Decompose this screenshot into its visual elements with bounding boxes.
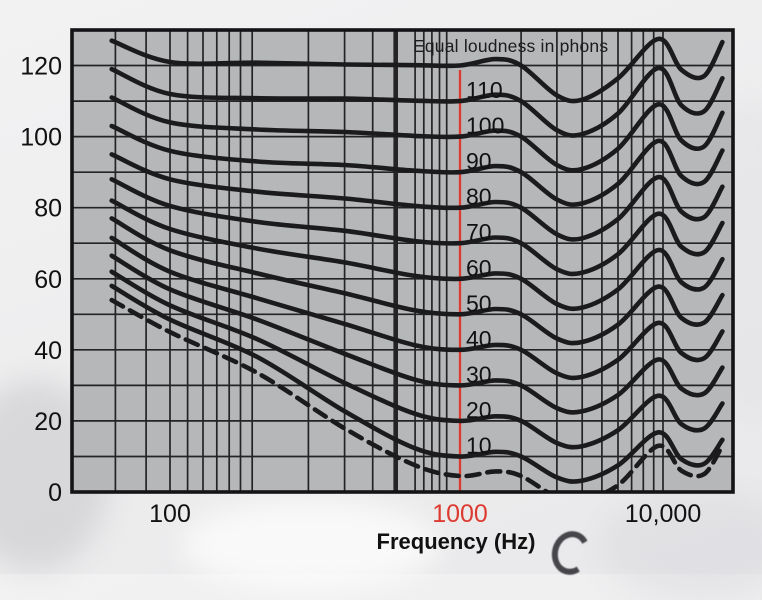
curve-label-70: 70 — [466, 219, 492, 245]
loudness-curve-threshold-of-hearing — [109, 297, 725, 492]
loudness-curve-50 — [109, 216, 725, 346]
loudness-curve-80 — [109, 152, 725, 242]
plot-border — [70, 28, 735, 494]
y-tick-label-60: 60 — [34, 266, 62, 294]
loudness-curve-100 — [109, 95, 725, 173]
loudness-curve-120 — [109, 36, 725, 104]
curve-label-40: 40 — [466, 326, 492, 352]
curve-label-80: 80 — [466, 184, 492, 210]
x-axis-label: Frequency (Hz) — [376, 529, 536, 554]
y-tick-label-40: 40 — [34, 337, 62, 365]
y-tick-label-20: 20 — [34, 408, 62, 436]
loudness-curve-10 — [109, 283, 725, 484]
loudness-curve-70 — [109, 177, 725, 277]
curve-label-110: 110 — [466, 77, 503, 103]
loudness-curve-40 — [109, 235, 725, 381]
y-tick-label-0: 0 — [48, 479, 62, 507]
curve-label-90: 90 — [466, 148, 492, 174]
loudness-curve-110 — [109, 65, 725, 138]
equal-loudness-chart: 1101009080706050403020100204060801001201… — [20, 28, 735, 528]
loudness-curve-20 — [109, 269, 725, 450]
loudness-curve-90 — [109, 123, 725, 207]
curve-label-30: 30 — [466, 361, 492, 387]
curve-label-60: 60 — [466, 255, 492, 281]
loudness-curve-60 — [109, 198, 725, 312]
curve-label-20: 20 — [466, 397, 492, 423]
curve-label-10: 10 — [466, 433, 492, 459]
y-tick-label-120: 120 — [20, 53, 62, 81]
loudness-curve-30 — [109, 253, 725, 415]
y-tick-label-100: 100 — [20, 124, 62, 152]
x-tick-label-10000hz: 10,000 — [625, 500, 701, 528]
curve-label-100: 100 — [466, 113, 504, 139]
chart-title: Equal loudness in phons — [413, 36, 609, 56]
figure-canvas: 110 100 90 80 70 60 50 40 30 20 10 0 20 40 60 80 100 120 1… — [0, 28, 762, 600]
x-tick-label-100hz: 100 — [149, 500, 191, 528]
y-tick-label-80: 80 — [34, 195, 62, 223]
curve-label-50: 50 — [466, 290, 492, 316]
x-tick-label-1000hz: 1000 — [432, 500, 488, 528]
